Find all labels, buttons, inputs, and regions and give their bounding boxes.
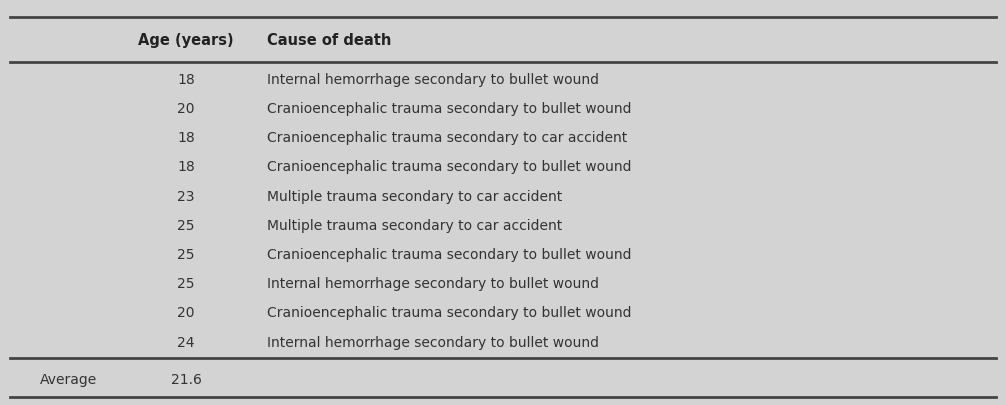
Text: Cranioencephalic trauma secondary to bullet wound: Cranioencephalic trauma secondary to bul… [267, 160, 631, 174]
Text: Internal hemorrhage secondary to bullet wound: Internal hemorrhage secondary to bullet … [267, 335, 599, 349]
Text: 18: 18 [177, 72, 195, 86]
Text: 18: 18 [177, 131, 195, 145]
Text: Cranioencephalic trauma secondary to bullet wound: Cranioencephalic trauma secondary to bul… [267, 102, 631, 115]
Text: 25: 25 [177, 247, 195, 261]
Text: 20: 20 [177, 306, 195, 320]
Text: Cranioencephalic trauma secondary to car accident: Cranioencephalic trauma secondary to car… [267, 131, 627, 145]
Text: Cranioencephalic trauma secondary to bullet wound: Cranioencephalic trauma secondary to bul… [267, 247, 631, 261]
Text: 25: 25 [177, 277, 195, 290]
Text: 20: 20 [177, 102, 195, 115]
Text: 18: 18 [177, 160, 195, 174]
Text: Multiple trauma secondary to car accident: Multiple trauma secondary to car acciden… [267, 189, 561, 203]
Text: Multiple trauma secondary to car accident: Multiple trauma secondary to car acciden… [267, 218, 561, 232]
Text: Average: Average [40, 372, 98, 386]
Text: Cause of death: Cause of death [267, 33, 391, 48]
Text: 25: 25 [177, 218, 195, 232]
Text: 23: 23 [177, 189, 195, 203]
Text: 21.6: 21.6 [171, 372, 201, 386]
Text: Internal hemorrhage secondary to bullet wound: Internal hemorrhage secondary to bullet … [267, 277, 599, 290]
Text: Internal hemorrhage secondary to bullet wound: Internal hemorrhage secondary to bullet … [267, 72, 599, 86]
Text: 24: 24 [177, 335, 195, 349]
Text: Age (years): Age (years) [138, 33, 234, 48]
Text: Cranioencephalic trauma secondary to bullet wound: Cranioencephalic trauma secondary to bul… [267, 306, 631, 320]
